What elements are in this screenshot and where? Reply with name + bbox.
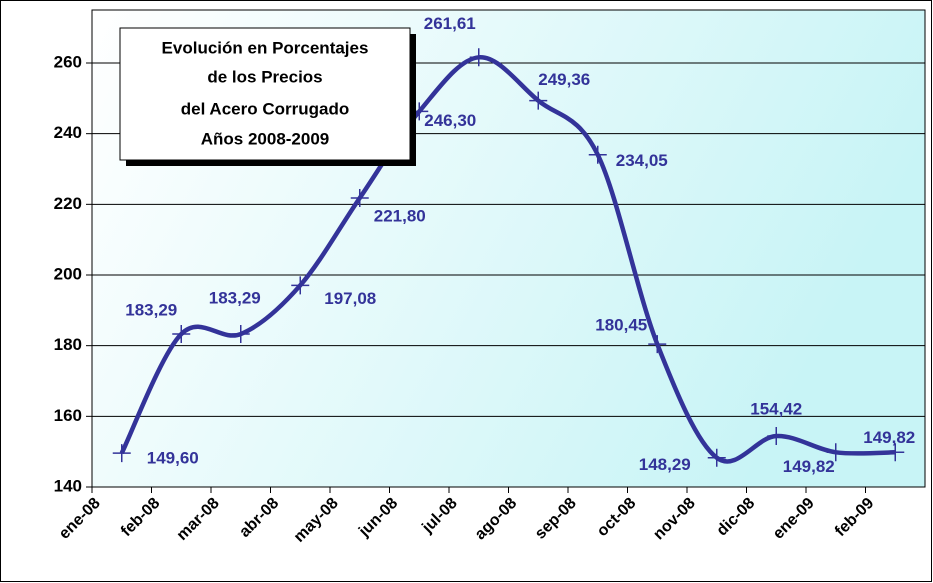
point-marker — [172, 325, 191, 344]
point-marker — [350, 188, 369, 207]
point-marker — [588, 145, 607, 164]
chart-title: del Acero Corrugado — [181, 99, 349, 118]
point-marker — [231, 325, 250, 344]
point-marker — [648, 335, 667, 354]
data-label: 221,80 — [374, 206, 426, 225]
point-marker — [291, 276, 310, 295]
data-label: 261,61 — [424, 14, 476, 33]
point-marker — [707, 448, 726, 467]
y-tick-label: 180 — [54, 335, 82, 354]
point-marker — [886, 443, 905, 462]
data-label: 149,82 — [863, 428, 915, 447]
data-label: 246,30 — [424, 111, 476, 130]
y-tick-label: 200 — [54, 264, 82, 283]
data-label: 197,08 — [324, 289, 376, 308]
data-label: 183,29 — [209, 289, 261, 308]
chart-title: Evolución en Porcentajes — [162, 38, 369, 57]
data-label: 149,60 — [147, 449, 199, 468]
data-label: 149,82 — [783, 457, 835, 476]
data-label: 148,29 — [639, 455, 691, 474]
data-label: 234,05 — [616, 151, 668, 170]
y-tick-label: 160 — [54, 406, 82, 425]
title-box — [119, 27, 411, 161]
point-marker — [469, 48, 488, 67]
point-marker — [112, 444, 131, 463]
y-tick-label: 260 — [54, 52, 82, 71]
chart-title: Años 2008-2009 — [201, 129, 330, 148]
data-label: 180,45 — [595, 316, 647, 335]
y-tick-label: 220 — [54, 194, 82, 213]
y-tick-label: 240 — [54, 123, 82, 142]
data-label: 154,42 — [750, 400, 802, 419]
point-marker — [529, 91, 548, 110]
point-marker — [826, 443, 845, 462]
point-marker — [767, 427, 786, 446]
y-tick-label: 140 — [54, 476, 82, 495]
data-label: 249,36 — [538, 70, 590, 89]
data-label: 183,29 — [125, 301, 177, 320]
chart-title: de los Precios — [207, 67, 322, 86]
